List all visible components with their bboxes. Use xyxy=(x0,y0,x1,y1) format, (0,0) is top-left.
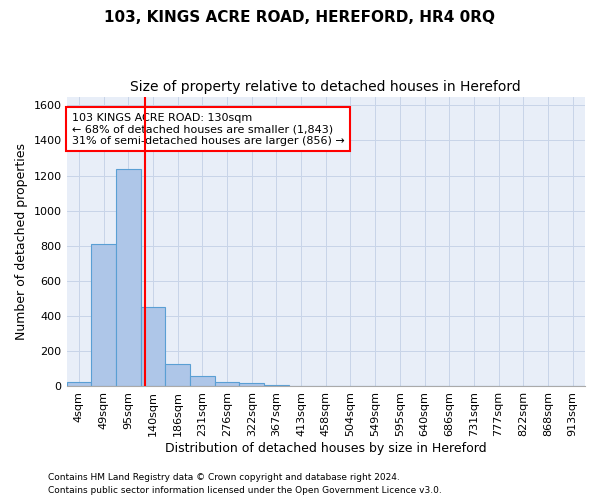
X-axis label: Distribution of detached houses by size in Hereford: Distribution of detached houses by size … xyxy=(165,442,487,455)
Text: Contains HM Land Registry data © Crown copyright and database right 2024.: Contains HM Land Registry data © Crown c… xyxy=(48,474,400,482)
Bar xyxy=(165,364,190,386)
Bar xyxy=(239,384,264,386)
Title: Size of property relative to detached houses in Hereford: Size of property relative to detached ho… xyxy=(130,80,521,94)
Bar xyxy=(140,306,165,386)
Text: Contains public sector information licensed under the Open Government Licence v3: Contains public sector information licen… xyxy=(48,486,442,495)
Bar xyxy=(116,168,140,386)
Bar xyxy=(264,384,289,386)
Bar xyxy=(67,382,91,386)
Bar xyxy=(91,244,116,386)
Bar xyxy=(215,382,239,386)
Text: 103, KINGS ACRE ROAD, HEREFORD, HR4 0RQ: 103, KINGS ACRE ROAD, HEREFORD, HR4 0RQ xyxy=(104,10,496,25)
Y-axis label: Number of detached properties: Number of detached properties xyxy=(15,143,28,340)
Bar xyxy=(190,376,215,386)
Text: 103 KINGS ACRE ROAD: 130sqm
← 68% of detached houses are smaller (1,843)
31% of : 103 KINGS ACRE ROAD: 130sqm ← 68% of det… xyxy=(72,112,344,146)
